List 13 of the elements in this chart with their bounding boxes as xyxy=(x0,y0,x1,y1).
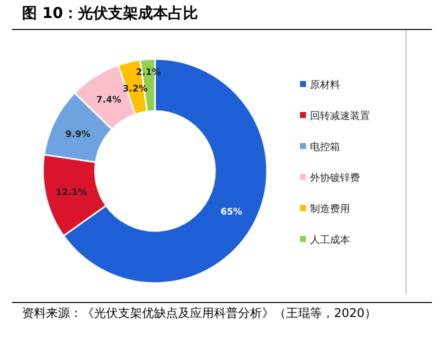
legend-label: 制造费用 xyxy=(310,203,350,215)
legend-label: 人工成本 xyxy=(310,234,350,246)
legend-label: 电控箱 xyxy=(310,141,340,153)
legend-label: 回转减速装置 xyxy=(310,110,370,122)
legend-label: 原材料 xyxy=(310,79,340,91)
legend-label: 外协镀锌费 xyxy=(310,172,360,184)
chart-title: 图 10：光伏支架成本占比 xyxy=(22,4,198,23)
data-label: 7.4% xyxy=(96,95,122,106)
data-label: 9.9% xyxy=(65,130,90,140)
data-label: 65% xyxy=(220,208,242,218)
data-label: 12.1% xyxy=(56,188,87,198)
data-label: 2.1% xyxy=(136,68,161,78)
text: 资料来源：《光伏支架优缺点及应用科普分析》（王琨等，2020） xyxy=(22,306,378,321)
